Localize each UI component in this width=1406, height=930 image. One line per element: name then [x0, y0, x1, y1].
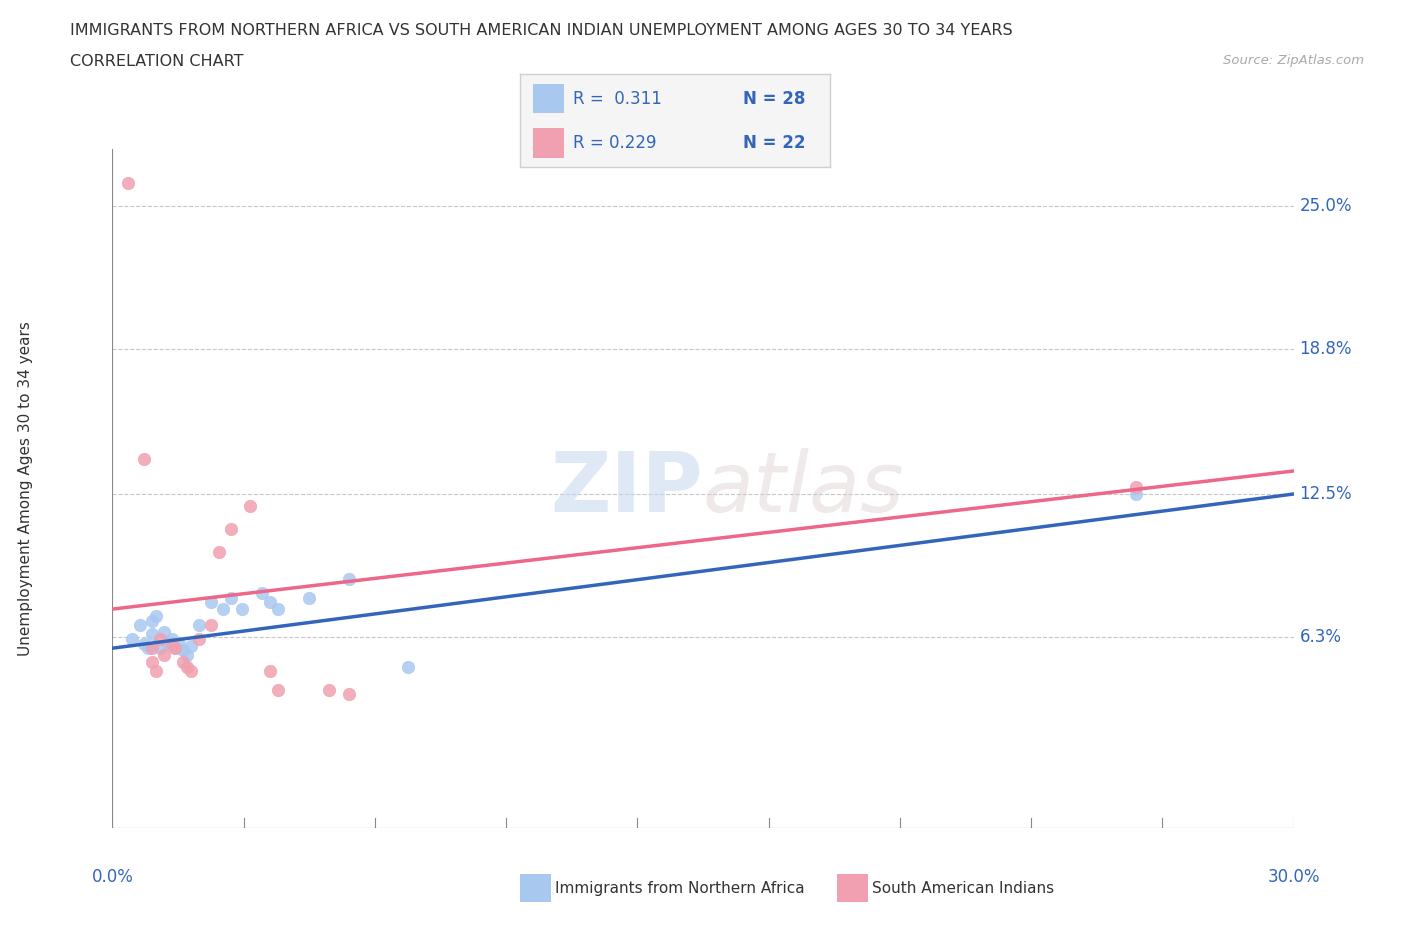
Text: 6.3%: 6.3% [1299, 628, 1341, 645]
Point [200, 594, 222, 609]
Point [176, 659, 198, 674]
Point [160, 636, 183, 651]
Point [141, 641, 163, 656]
Point [208, 544, 231, 559]
Point [396, 659, 419, 674]
Text: 30.0%: 30.0% [1267, 869, 1320, 886]
Point [318, 683, 340, 698]
Point [176, 647, 198, 662]
Point [172, 643, 194, 658]
Point [117, 176, 139, 191]
Point [219, 591, 242, 605]
Text: South American Indians: South American Indians [872, 881, 1054, 896]
Text: N = 22: N = 22 [742, 134, 806, 153]
Point [121, 631, 143, 646]
Text: ZIP: ZIP [551, 447, 703, 529]
Point [156, 636, 179, 651]
Point [200, 618, 222, 632]
Point [172, 655, 194, 670]
Point [298, 591, 321, 605]
Text: Source: ZipAtlas.com: Source: ZipAtlas.com [1223, 54, 1364, 67]
Point [267, 683, 290, 698]
Text: 18.8%: 18.8% [1299, 340, 1353, 358]
Text: 12.5%: 12.5% [1299, 485, 1353, 503]
Point [141, 655, 163, 670]
Text: R =  0.311: R = 0.311 [572, 89, 662, 108]
Point [169, 636, 191, 651]
Text: CORRELATION CHART: CORRELATION CHART [70, 54, 243, 69]
Point [250, 586, 273, 601]
Point [149, 641, 172, 656]
Point [231, 602, 253, 617]
Text: Immigrants from Northern Africa: Immigrants from Northern Africa [555, 881, 806, 896]
Point [152, 625, 174, 640]
Point [145, 608, 167, 623]
Point [337, 686, 360, 701]
Text: 25.0%: 25.0% [1299, 197, 1353, 216]
Point [136, 641, 159, 656]
Point [267, 602, 290, 617]
Bar [533, 128, 564, 158]
Point [239, 498, 262, 513]
Point [180, 639, 202, 654]
Point [145, 664, 167, 679]
Point [1125, 480, 1147, 495]
Text: atlas: atlas [703, 447, 904, 529]
Point [152, 647, 174, 662]
Point [219, 521, 242, 536]
Point [1125, 486, 1147, 501]
Point [132, 452, 155, 467]
Point [259, 594, 281, 609]
Point [188, 631, 211, 646]
Text: IMMIGRANTS FROM NORTHERN AFRICA VS SOUTH AMERICAN INDIAN UNEMPLOYMENT AMONG AGES: IMMIGRANTS FROM NORTHERN AFRICA VS SOUTH… [70, 23, 1012, 38]
Point [132, 636, 155, 651]
Text: R = 0.229: R = 0.229 [572, 134, 657, 153]
Point [141, 613, 163, 628]
Text: N = 28: N = 28 [742, 89, 806, 108]
Point [160, 631, 183, 646]
Text: Unemployment Among Ages 30 to 34 years: Unemployment Among Ages 30 to 34 years [18, 321, 32, 656]
Point [259, 664, 281, 679]
Point [129, 618, 152, 632]
Point [149, 631, 172, 646]
Bar [533, 84, 564, 113]
Point [337, 572, 360, 587]
Point [141, 627, 163, 642]
Text: 0.0%: 0.0% [91, 869, 134, 886]
Point [188, 618, 211, 632]
Point [165, 641, 187, 656]
Point [180, 664, 202, 679]
Point [165, 641, 187, 656]
Point [211, 602, 233, 617]
